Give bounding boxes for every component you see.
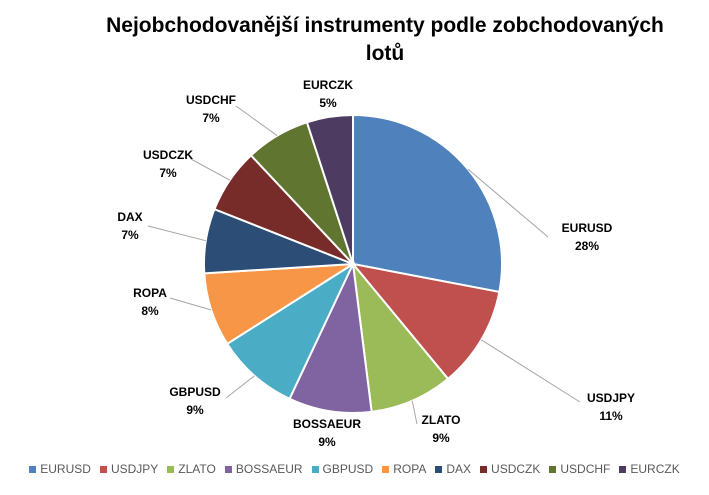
pie-slice-bossaeur	[288, 260, 373, 415]
legend-label: EURCZK	[630, 462, 680, 476]
legend-label: USDJPY	[110, 462, 159, 476]
legend-swatch	[549, 465, 557, 473]
legend-swatch	[311, 465, 319, 473]
pie-slice-gbpusd	[225, 261, 356, 401]
legend-swatch	[480, 465, 488, 473]
legend-label: GBPUSD	[322, 462, 374, 476]
legend-label: EURUSD	[40, 462, 91, 476]
leader-line-eurusd	[467, 168, 549, 238]
legend-item-dax: DAX	[435, 462, 471, 476]
legend-item-eurusd: EURUSD	[29, 462, 91, 476]
legend-item-gbpusd: GBPUSD	[311, 462, 374, 476]
slice-label-usdchf: USDCHF	[186, 93, 236, 107]
pie-slice-eurusd	[352, 113, 503, 294]
leader-line-ropa	[169, 297, 212, 311]
chart-title: Nejobchodovanější instrumenty podle zobc…	[106, 14, 664, 65]
slice-label-usdjpy: USDJPY	[587, 391, 635, 405]
slice-label-zlato: ZLATO	[422, 413, 461, 427]
pie-slice-eurczk	[305, 113, 354, 265]
leader-line-usdchf	[235, 105, 278, 137]
slice-label-dax: DAX	[117, 210, 142, 224]
slice-value-dax: 7%	[121, 228, 139, 242]
legend-label: DAX	[446, 462, 472, 476]
legend-item-usdczk: USDCZK	[480, 462, 540, 476]
slice-value-usdczk: 7%	[159, 166, 177, 180]
leader-line-gbpusd	[225, 375, 255, 399]
legend-swatch	[99, 465, 107, 473]
legend-swatch	[382, 465, 390, 473]
slice-value-ropa: 8%	[141, 304, 159, 318]
legend-swatch	[224, 465, 232, 473]
legend-label: ROPA	[393, 462, 427, 476]
legend-label: ZLATO	[178, 462, 216, 476]
slice-value-usdchf: 7%	[202, 111, 220, 125]
slice-label-eurusd: EURUSD	[562, 221, 613, 235]
legend-swatch	[435, 465, 443, 473]
legend-item-usdjpy: USDJPY	[99, 462, 159, 476]
legend-label: BOSSAEUR	[235, 462, 303, 476]
leader-line-usdczk	[190, 158, 231, 181]
slice-value-bossaeur: 9%	[318, 435, 336, 449]
legend-item-usdchf: USDCHF	[549, 462, 610, 476]
slice-label-usdczk: USDCZK	[143, 148, 193, 162]
slice-value-eurusd: 28%	[575, 239, 599, 253]
legend-item-bossaeur: BOSSAEUR	[224, 462, 303, 476]
legend-item-zlato: ZLATO	[167, 462, 216, 476]
chart-legend: EURUSD USDJPY ZLATO BOSSAEUR GBPUSD ROPA DAX US…	[0, 460, 709, 478]
leader-line-zlato	[411, 400, 418, 425]
leader-line-usdjpy	[481, 339, 581, 403]
legend-item-ropa: ROPA	[382, 462, 426, 476]
leader-line-dax	[147, 225, 206, 242]
slice-label-ropa: ROPA	[133, 286, 167, 300]
slice-label-gbpusd: GBPUSD	[169, 385, 221, 399]
slice-value-eurczk: 5%	[319, 96, 337, 110]
slice-value-zlato: 9%	[432, 431, 450, 445]
legend-swatch	[619, 465, 627, 473]
legend-item-eurczk: EURCZK	[619, 462, 680, 476]
slice-value-gbpusd: 9%	[186, 403, 204, 417]
slice-label-eurczk: EURCZK	[303, 78, 353, 92]
slice-value-usdjpy: 11%	[599, 409, 623, 423]
pie-slice-zlato	[351, 260, 450, 413]
legend-label: USDCZK	[491, 462, 541, 476]
pie-slice-usdjpy	[350, 262, 501, 381]
legend-label: USDCHF	[560, 462, 611, 476]
slice-label-bossaeur: BOSSAEUR	[293, 417, 361, 431]
legend-swatch	[167, 465, 175, 473]
legend-swatch	[29, 465, 37, 473]
